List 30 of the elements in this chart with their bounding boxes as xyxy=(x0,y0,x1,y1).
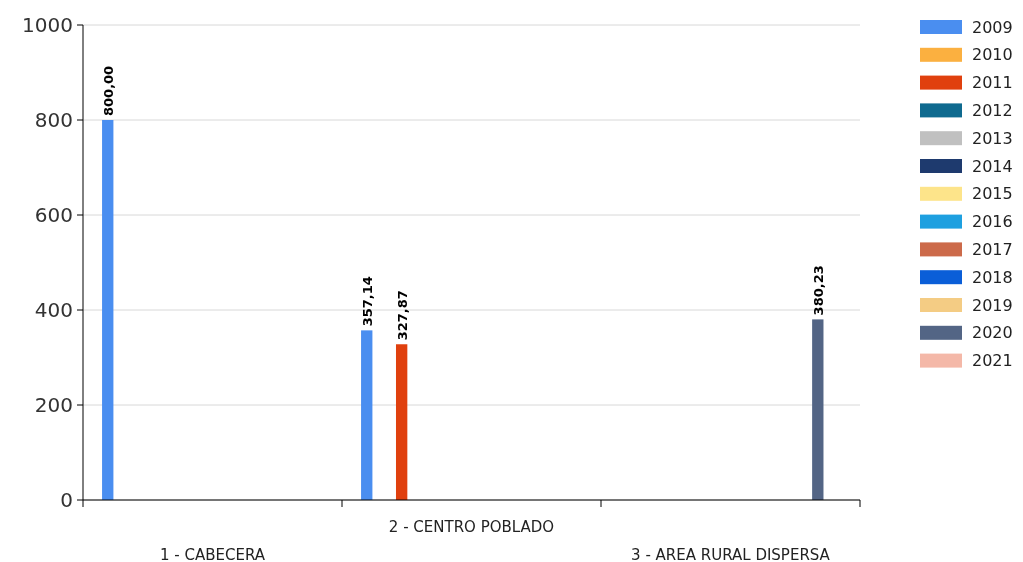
legend-label: 2015 xyxy=(972,184,1013,204)
data-label: 380,23 xyxy=(810,265,826,316)
x-tick-label: 3 - AREA RURAL DISPERSA xyxy=(631,546,831,562)
legend-label: 2018 xyxy=(972,267,1013,287)
y-tick-label: 600 xyxy=(34,203,73,227)
legend-label: 2020 xyxy=(972,323,1013,343)
x-tick-label: 1 - CABECERA xyxy=(159,546,266,562)
legend-label: 2019 xyxy=(972,295,1013,315)
data-label: 800,00 xyxy=(100,65,116,116)
y-tick-label: 0 xyxy=(60,488,73,512)
y-tick-label: 200 xyxy=(34,393,73,417)
y-tick-label: 400 xyxy=(34,298,73,322)
legend-label: 2009 xyxy=(972,17,1013,37)
x-tick-label: 2 - CENTRO POBLADO xyxy=(388,518,555,536)
legend-label: 2013 xyxy=(972,128,1013,148)
y-tick-label: 800 xyxy=(34,108,73,132)
legend-label: 2010 xyxy=(972,45,1013,65)
bar xyxy=(395,344,408,500)
legend-label: 2017 xyxy=(972,240,1013,259)
legend-label: 2012 xyxy=(972,101,1013,120)
legend-label: 2016 xyxy=(972,212,1013,232)
legend-label: 2021 xyxy=(972,351,1013,371)
data-label: 327,87 xyxy=(394,290,410,341)
data-label: 357,14 xyxy=(359,276,375,327)
y-tick-label: 1000 xyxy=(22,13,73,37)
legend-label: 2014 xyxy=(972,156,1013,176)
legend-label: 2011 xyxy=(972,73,1013,93)
bar xyxy=(361,330,373,500)
bar xyxy=(812,319,824,500)
bar xyxy=(102,120,114,500)
